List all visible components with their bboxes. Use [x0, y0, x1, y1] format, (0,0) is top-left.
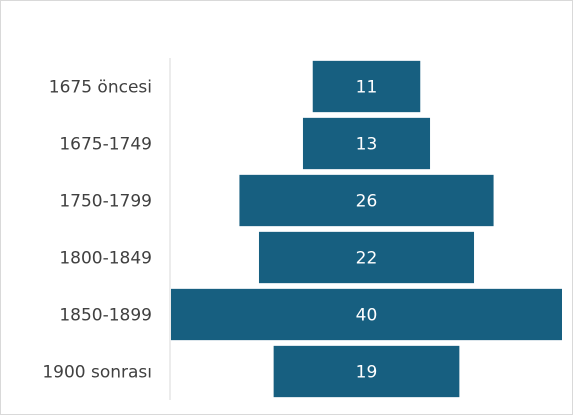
bar [171, 288, 562, 341]
bar [312, 60, 421, 113]
category-label: 1850-1899 [59, 306, 152, 326]
category-label: 1800-1849 [59, 249, 152, 269]
category-label: 1675 öncesi [49, 78, 152, 98]
category-label: 1675-1749 [59, 135, 152, 155]
data-label: 11 [356, 78, 378, 98]
bar [258, 231, 475, 284]
category-label: 1900 sonrası [42, 363, 152, 383]
data-label: 26 [356, 192, 378, 212]
bar [239, 174, 494, 227]
bar [273, 345, 460, 398]
category-label: 1750-1799 [59, 192, 152, 212]
bar [302, 117, 431, 170]
data-label: 22 [356, 249, 378, 269]
data-label: 40 [356, 306, 378, 326]
data-label: 19 [356, 363, 378, 383]
data-label: 13 [356, 135, 378, 155]
